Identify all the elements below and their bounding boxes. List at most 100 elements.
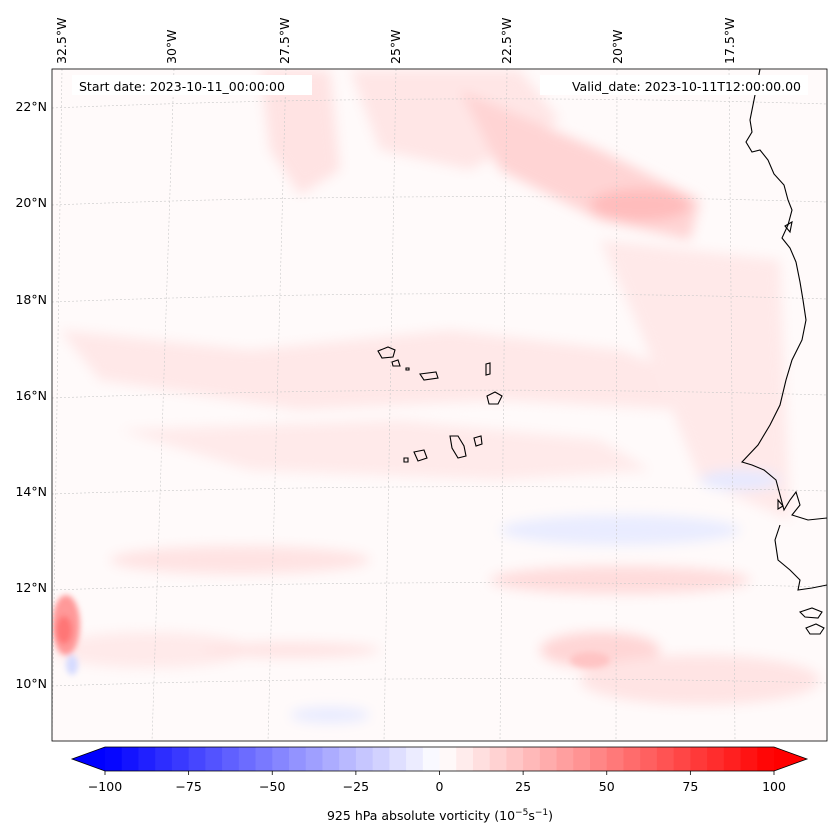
- colorbar-segment: [673, 747, 691, 771]
- vorticity-patch: [290, 707, 370, 723]
- coastline-guinea: [774, 524, 827, 591]
- colorbar-segment: [305, 747, 324, 771]
- island-sao-vicente: [391, 359, 401, 367]
- colorbar-segment: [339, 747, 357, 771]
- graticule: [52, 69, 827, 741]
- map-frame: [51, 68, 828, 742]
- lat-label: 16°N: [15, 388, 47, 403]
- lat-label: 10°N: [15, 676, 47, 691]
- vorticity-patch: [52, 632, 250, 668]
- colorbar-tick-label: 0: [436, 779, 444, 794]
- colorbar-segment: [439, 747, 457, 771]
- gridline-lon: [267, 69, 287, 741]
- colorbar-segment: [523, 747, 541, 771]
- colorbar-segment: [288, 747, 307, 771]
- colorbar-segment: [539, 747, 558, 771]
- colorbar-segment: [656, 747, 675, 771]
- colorbar-segment: [573, 747, 591, 771]
- vorticity-patch: [120, 420, 650, 480]
- lon-label: 20°W: [610, 29, 625, 64]
- colorbar-segment: [623, 747, 641, 771]
- lat-label: 14°N: [15, 484, 47, 499]
- gridline-lat: [52, 678, 827, 687]
- coast-inlet: [777, 498, 784, 510]
- longitude-labels: 32.5°W 30°W 27.5°W 25°W 22.5°W 20°W 17.5…: [54, 18, 737, 64]
- vorticity-field: [52, 70, 820, 723]
- island-sao-nicolau: [419, 371, 439, 381]
- colorbar-segment: [372, 747, 390, 771]
- colorbar-segment: [707, 747, 725, 771]
- gridline-lon: [728, 69, 736, 741]
- vorticity-patch: [700, 470, 780, 490]
- colorbar-tick-label: 75: [682, 779, 698, 794]
- colorbar-segment: [322, 747, 340, 771]
- island-maio: [473, 435, 483, 447]
- coastline: [740, 69, 827, 635]
- colorbar-segment: [723, 747, 742, 771]
- gridline-lat: [52, 389, 827, 399]
- gridline-lat: [52, 582, 827, 591]
- island-santa-luzia: [405, 367, 410, 371]
- start-date-label: Start date: 2023-10-11_00:00:00: [79, 79, 285, 94]
- lon-label: 27.5°W: [277, 18, 292, 64]
- island-fogo: [413, 449, 428, 462]
- gridline-lat: [52, 98, 827, 109]
- lon-label: 32.5°W: [54, 18, 69, 64]
- vorticity-patch: [56, 616, 72, 644]
- colorbar-segment: [606, 747, 625, 771]
- colorbar-tick-label: 25: [515, 779, 531, 794]
- colorbar-segment: [489, 747, 508, 771]
- colorbar-segment: [640, 747, 658, 771]
- cape-verde-islands: [377, 346, 503, 463]
- colorbar-segment: [690, 747, 708, 771]
- vorticity-patch: [580, 655, 820, 705]
- map-panel: Start date: 2023-10-11_00:00:00 Valid_da…: [52, 69, 827, 741]
- colorbar-segment: [389, 747, 407, 771]
- gridline-lon: [151, 69, 175, 741]
- lat-label: 18°N: [15, 292, 47, 307]
- colorbar-segment: [171, 747, 190, 771]
- colorbar-segment: [355, 747, 374, 771]
- island-santo-antao: [377, 346, 396, 359]
- colorbar-segment: [406, 747, 424, 771]
- gridline-lon: [383, 69, 397, 741]
- colorbar-segment: [238, 747, 257, 771]
- vorticity-patch: [490, 566, 750, 594]
- island-boa-vista: [486, 391, 503, 405]
- colorbar-segment: [456, 747, 474, 771]
- colorbar-segment: [272, 747, 290, 771]
- colorbar-segment: [121, 747, 140, 771]
- colorbar-label: 925 hPa absolute vorticity (10−5s−1): [327, 808, 553, 823]
- colorbar-extend-max: [774, 747, 807, 771]
- gridline-lat: [52, 486, 827, 495]
- colorbar-tick-label: −25: [343, 779, 369, 794]
- colorbar-segment: [757, 747, 775, 771]
- vorticity-patch: [500, 515, 740, 545]
- colorbar-segment: [138, 747, 156, 771]
- vorticity-patch: [200, 642, 380, 658]
- colorbar-segment: [222, 747, 240, 771]
- vorticity-patch: [540, 632, 660, 668]
- colorbar-tick-label: 50: [599, 779, 615, 794]
- vorticity-patch: [570, 652, 610, 668]
- colorbar-segment: [188, 747, 206, 771]
- coastline-africa: [740, 69, 827, 521]
- gridline-lat: [52, 293, 827, 303]
- island-bijagos: [798, 607, 823, 619]
- colorbar-ticks: −100 −75 −50 −25 0 25 50 75 100: [88, 771, 786, 794]
- colorbar-segment: [472, 747, 491, 771]
- vorticity-patch: [66, 655, 78, 675]
- gridline-lat: [52, 196, 827, 206]
- gridline-lon: [499, 69, 508, 741]
- gridline-lon: [615, 69, 618, 741]
- colorbar-segment: [205, 747, 223, 771]
- island-santiago: [449, 435, 467, 459]
- colorbar-segments: [105, 747, 775, 771]
- colorbar-tick-label: −75: [175, 779, 201, 794]
- colorbar-segment: [105, 747, 123, 771]
- vorticity-patch: [600, 240, 790, 520]
- colorbar-segment: [506, 747, 524, 771]
- coast-inlet: [784, 220, 793, 234]
- lat-label: 22°N: [15, 99, 47, 114]
- lon-label: 17.5°W: [722, 18, 737, 64]
